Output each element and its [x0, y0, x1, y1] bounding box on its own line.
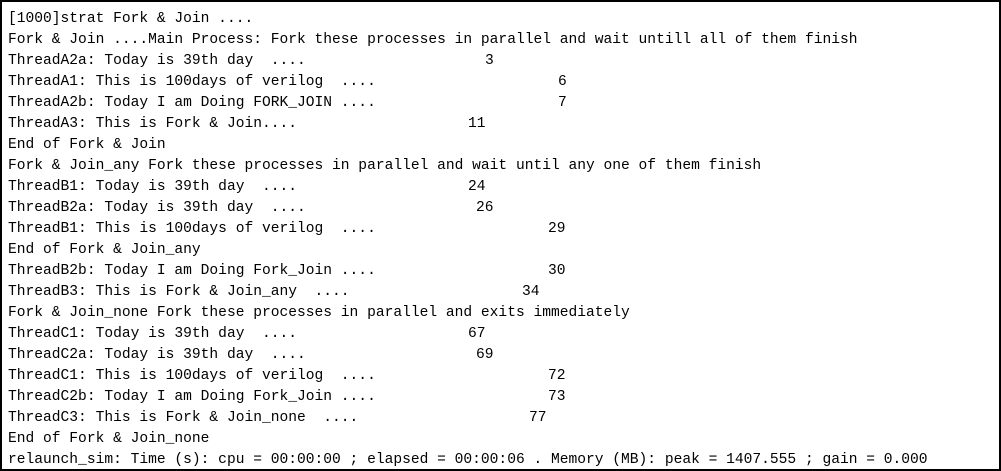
console-line-text: ThreadC3: This is Fork & Join_none .... — [8, 410, 359, 426]
console-line: Fork & Join ....Main Process: Fork these… — [8, 30, 928, 51]
console-line-time-value: 26 — [476, 200, 494, 216]
console-line: ThreadA2b: Today I am Doing FORK_JOIN ..… — [8, 93, 928, 114]
console-line-time-value: 72 — [548, 368, 566, 384]
console-line: ThreadC3: This is Fork & Join_none .... 7… — [8, 408, 928, 429]
console-line-text: ThreadA2b: Today I am Doing FORK_JOIN ..… — [8, 95, 376, 111]
console-line-text: Fork & Join_any Fork these processes in … — [8, 158, 762, 174]
console-line: Fork & Join_none Fork these processes in… — [8, 303, 928, 324]
console-line-time-value: 77 — [529, 410, 547, 426]
console-line: ThreadC1: This is 100days of verilog ...… — [8, 366, 928, 387]
console-line-text: ThreadB2a: Today is 39th day .... — [8, 200, 306, 216]
console-line-time-value: 11 — [468, 116, 486, 132]
console-line: ThreadB2a: Today is 39th day .... 26 — [8, 198, 928, 219]
console-log-lines: [1000]strat Fork & Join .... Fork & Join … — [8, 9, 928, 469]
console-line-time-value: 34 — [522, 284, 540, 300]
console-line-time-value: 6 — [558, 74, 567, 90]
console-line-text: ThreadB3: This is Fork & Join_any .... — [8, 284, 350, 300]
console-line: Fork & Join_any Fork these processes in … — [8, 156, 928, 177]
console-line: ThreadB1: This is 100days of verilog ...… — [8, 219, 928, 240]
console-line-text: ThreadC1: This is 100days of verilog ...… — [8, 368, 376, 384]
console-line: [1000]strat Fork & Join .... — [8, 9, 928, 30]
console-line-time-value: 29 — [548, 221, 566, 237]
console-line-text: ThreadA1: This is 100days of verilog ...… — [8, 74, 376, 90]
console-line: ThreadC2a: Today is 39th day .... 69 — [8, 345, 928, 366]
console-line-text: ThreadA3: This is Fork & Join.... — [8, 116, 298, 132]
console-line-text: ThreadB2b: Today I am Doing Fork_Join ..… — [8, 263, 376, 279]
console-line: ThreadB2b: Today I am Doing Fork_Join ..… — [8, 261, 928, 282]
console-line: ThreadA2a: Today is 39th day .... 3 — [8, 51, 928, 72]
console-line: ThreadB1: Today is 39th day .... 24 — [8, 177, 928, 198]
console-line-text: Fork & Join ....Main Process: Fork these… — [8, 32, 858, 48]
console-line-text: End of Fork & Join_any — [8, 242, 201, 258]
console-line: ThreadC2b: Today I am Doing Fork_Join ..… — [8, 387, 928, 408]
console-line-text: End of Fork & Join_none — [8, 431, 210, 447]
console-line-text: ThreadC2a: Today is 39th day .... — [8, 347, 306, 363]
console-line: relaunch_sim: Time (s): cpu = 00:00:00 ;… — [8, 450, 928, 469]
console-line: ThreadA1: This is 100days of verilog ...… — [8, 72, 928, 93]
console-line: ThreadA3: This is Fork & Join.... 11 — [8, 114, 928, 135]
console-line: End of Fork & Join_none — [8, 429, 928, 450]
console-line-time-value: 30 — [548, 263, 566, 279]
console-line-time-value: 69 — [476, 347, 494, 363]
console-line-text: [1000]strat Fork & Join .... — [8, 11, 254, 27]
console-line-text: ThreadC1: Today is 39th day .... — [8, 326, 298, 342]
console-line-text: ThreadB1: Today is 39th day .... — [8, 179, 298, 195]
console-line: ThreadC1: Today is 39th day .... 67 — [8, 324, 928, 345]
console-line-text: relaunch_sim: Time (s): cpu = 00:00:00 ;… — [8, 452, 928, 468]
console-line-text: ThreadA2a: Today is 39th day .... — [8, 53, 306, 69]
console-line-time-value: 24 — [468, 179, 486, 195]
console-line-time-value: 7 — [558, 95, 567, 111]
console-line-time-value: 73 — [548, 389, 566, 405]
console-line: ThreadB3: This is Fork & Join_any .... 34 — [8, 282, 928, 303]
console-line-text: End of Fork & Join — [8, 137, 166, 153]
console-line-time-value: 3 — [485, 53, 494, 69]
console-line-text: ThreadB1: This is 100days of verilog ...… — [8, 221, 376, 237]
console-line-text: ThreadC2b: Today I am Doing Fork_Join ..… — [8, 389, 376, 405]
console-line: End of Fork & Join — [8, 135, 928, 156]
console-line: End of Fork & Join_any — [8, 240, 928, 261]
console-line-time-value: 67 — [468, 326, 486, 342]
console-line-text: Fork & Join_none Fork these processes in… — [8, 305, 630, 321]
